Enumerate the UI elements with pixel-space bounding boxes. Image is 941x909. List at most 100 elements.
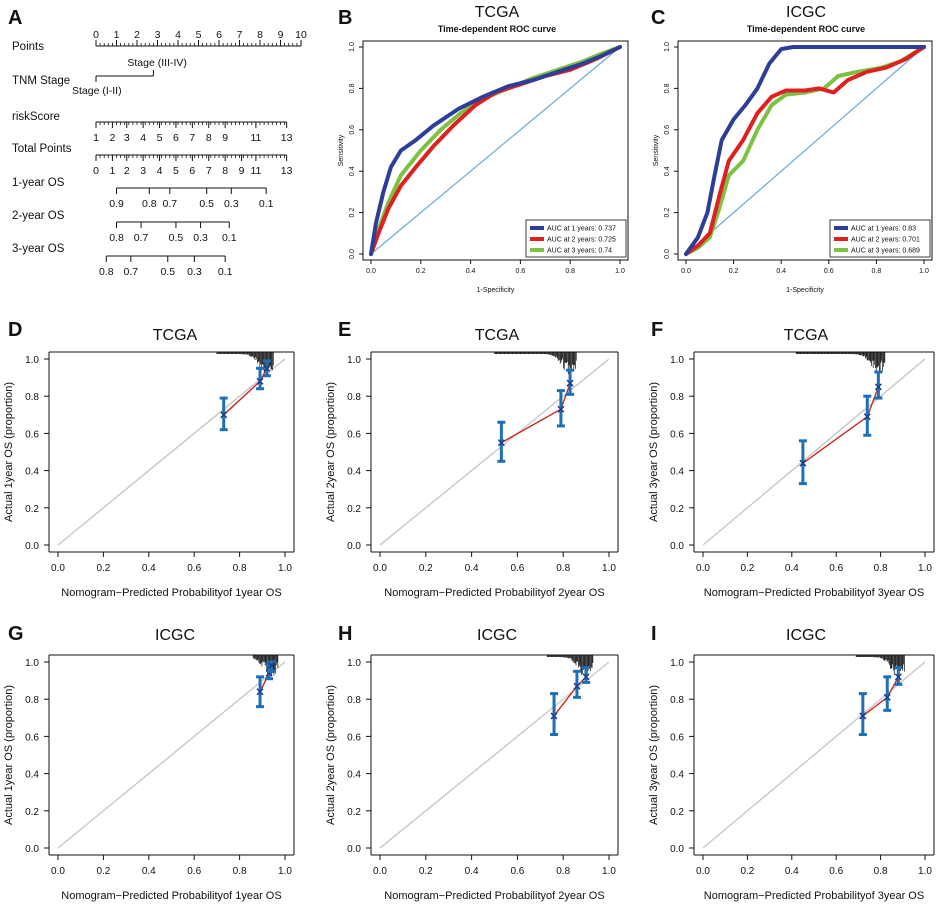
nomogram-tick-label: 11	[250, 132, 261, 144]
panel-label-c: C	[651, 7, 665, 29]
chart-title: TCGA	[475, 4, 520, 21]
nomogram-tick-label: 5	[196, 29, 202, 41]
nomogram-tick-label: 4	[175, 29, 181, 41]
chart-title: ICGC	[786, 627, 826, 644]
x-tick-label: 0.0	[51, 866, 65, 877]
nomogram-row-label: 1-year OS	[12, 177, 65, 189]
y-axis-label: Actual 3year OS (proportion)	[648, 685, 660, 825]
chart-subtitle: Time-dependent ROC curve	[747, 24, 865, 34]
y-axis-label: Actual 2year OS (proportion)	[325, 382, 337, 522]
x-tick-label: 0.4	[465, 866, 479, 877]
plot-frame	[362, 40, 629, 261]
roc-curve-series-1	[684, 45, 926, 256]
x-tick-label: 0.6	[824, 268, 834, 275]
y-tick-label: 1.0	[347, 355, 361, 366]
x-tick-label: 0.6	[510, 563, 524, 574]
y-tick-label: 0.6	[670, 429, 684, 440]
y-axis-label: Actual 3year OS (proportion)	[648, 382, 660, 522]
nomogram-tick-label: 0.1	[259, 198, 274, 210]
nomogram-tick-label: Stage (III-IV)	[127, 57, 187, 69]
legend-entry: AUC at 1 years: 0.83	[851, 226, 916, 233]
calibration-fit-line	[553, 676, 587, 717]
y-tick-label: 0.2	[347, 504, 361, 515]
calibration-panel-f: TCGA 0.0 0.2 0.4 0.6 0.8 1.0 0.0 0.2 0.4 0.6 0.8 1.0…	[648, 327, 935, 599]
y-tick-label: 0.6	[25, 732, 39, 743]
y-axis-label: Actual 1year OS (proportion)	[3, 685, 15, 825]
nomogram-tick-label: 9	[278, 29, 284, 41]
nomogram-tick-label: 3	[124, 132, 130, 144]
y-tick-label: 0.4	[664, 166, 671, 176]
y-tick-label: 0.2	[25, 504, 39, 515]
x-axis-label: Nomogram−Predicted Probabilityof 3year O…	[704, 587, 924, 599]
nomogram-tick-label: 2	[124, 165, 130, 177]
nomogram-tick-label: 7	[237, 29, 243, 41]
y-tick-label: 0.8	[347, 392, 361, 403]
x-tick-label: 0.4	[142, 866, 156, 877]
nomogram-tick-label: 9	[222, 132, 228, 144]
chart-subtitle: Time-dependent ROC curve	[438, 24, 556, 34]
x-tick-label: 0.6	[187, 563, 201, 574]
legend-entry: AUC at 2 years: 0.701	[851, 237, 920, 244]
x-tick-label: 1.0	[919, 268, 929, 275]
calibration-point	[267, 662, 275, 670]
x-axis-label: Nomogram−Predicted Probabilityof 3year O…	[704, 890, 924, 902]
nomogram-tick-label: 3	[155, 29, 161, 41]
nomogram-tick-label: 8	[222, 165, 228, 177]
y-tick-label: 1.0	[347, 658, 361, 669]
x-tick-label: 1.0	[918, 563, 932, 574]
calibration-point	[566, 379, 574, 387]
y-tick-label: 0.8	[670, 392, 684, 403]
x-tick-label: 0.6	[510, 866, 524, 877]
plot-frame	[677, 40, 933, 261]
chart-title: TCGA	[784, 327, 829, 344]
x-tick-label: 0.0	[373, 866, 387, 877]
x-tick-label: 0.2	[740, 866, 754, 877]
x-tick-label: 0.8	[874, 563, 888, 574]
calibration-point	[799, 459, 807, 467]
x-axis-label: Nomogram−Predicted Probabilityof 2year O…	[384, 890, 604, 902]
x-tick-label: 0.8	[233, 563, 247, 574]
x-axis-label: Nomogram−Predicted Probabilityof 2year O…	[384, 587, 604, 599]
y-tick-label: 0.2	[664, 208, 671, 218]
y-tick-label: 0.8	[664, 83, 671, 93]
nomogram-tick-label: 0.7	[134, 232, 149, 244]
calibration-panel-e: TCGA 0.0 0.2 0.4 0.6 0.8 1.0 0.0 0.2 0.4 0.6 0.8 1.0…	[325, 327, 619, 599]
y-axis-label: Sensitivity	[338, 134, 345, 166]
nomogram-tick-label: 0.1	[222, 232, 237, 244]
nomogram-tick-label: 0.5	[160, 266, 175, 278]
y-tick-label: 0.8	[349, 83, 356, 93]
nomogram-tick-label: 5	[173, 165, 179, 177]
nomogram-tick-label: 1	[109, 165, 115, 177]
ideal-line	[57, 358, 286, 546]
roc-curve-series-1	[369, 45, 622, 256]
y-tick-label: 1.0	[670, 355, 684, 366]
nomogram-tick-label: 0.3	[193, 232, 208, 244]
x-tick-label: 0.8	[565, 268, 575, 275]
nomogram-tick-label: 10	[295, 29, 307, 41]
nomogram-row-label: 2-year OS	[12, 210, 65, 222]
x-tick-label: 0.2	[740, 563, 754, 574]
y-tick-label: 0.4	[349, 166, 356, 176]
nomogram-tick-label: 0.8	[99, 266, 114, 278]
y-tick-label: 0.0	[670, 541, 684, 552]
calibration-point	[582, 673, 590, 681]
x-tick-label: 0.0	[696, 866, 710, 877]
x-tick-label: 0.4	[466, 268, 476, 275]
x-tick-label: 0.6	[829, 866, 843, 877]
panel-label-h: H	[338, 623, 352, 645]
y-tick-label: 0.6	[25, 429, 39, 440]
x-tick-label: 0.6	[829, 563, 843, 574]
y-tick-label: 1.0	[25, 658, 39, 669]
panel-label-i: I	[651, 623, 657, 645]
y-axis-label: Actual 1year OS (proportion)	[3, 382, 15, 522]
y-tick-label: 0.6	[670, 732, 684, 743]
nomogram-tick-label: 0	[93, 29, 99, 41]
calibration-point	[256, 377, 264, 385]
reference-diagonal	[685, 46, 925, 255]
y-tick-label: 0.4	[25, 770, 39, 781]
x-tick-label: 0.2	[96, 563, 110, 574]
nomogram-tick-label: 0.3	[187, 266, 202, 278]
x-tick-label: 1.0	[602, 563, 616, 574]
x-tick-label: 0.4	[776, 268, 786, 275]
y-tick-label: 0.0	[664, 249, 671, 259]
